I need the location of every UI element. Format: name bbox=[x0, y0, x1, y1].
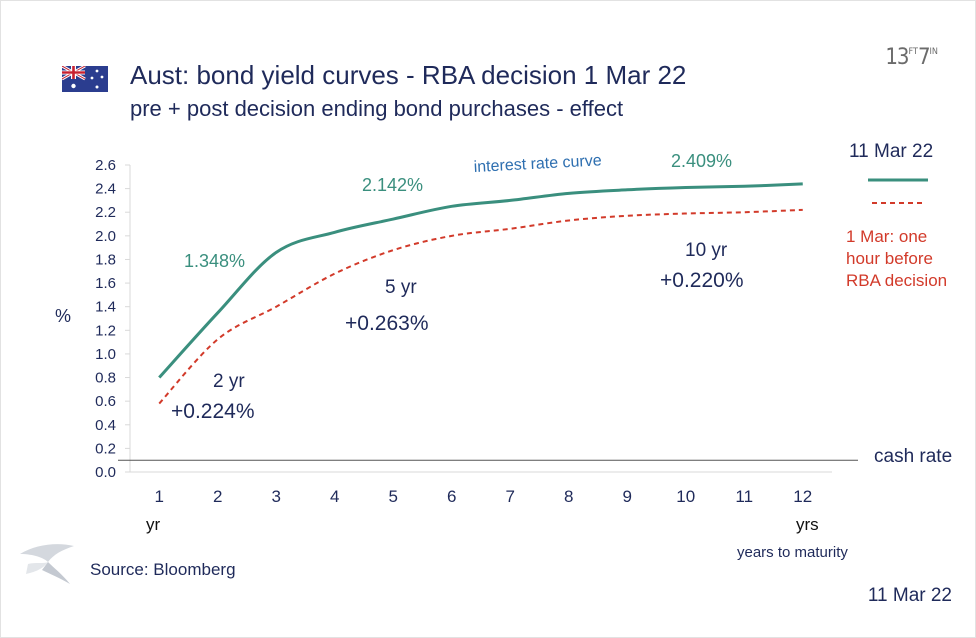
y-tick-label: 1.4 bbox=[95, 299, 116, 316]
chart-title: Aust: bond yield curves - RBA decision 1… bbox=[130, 60, 687, 90]
x-tick-label: 10 bbox=[676, 487, 695, 506]
y-tick-label: 2.2 bbox=[95, 204, 116, 221]
x-tick-label: 8 bbox=[564, 487, 573, 506]
x-tick-label: 12 bbox=[793, 487, 812, 506]
x-tick-label: 6 bbox=[447, 487, 456, 506]
change-2y-value: +0.224% bbox=[171, 400, 255, 423]
chart-subtitle: pre + post decision ending bond purchase… bbox=[130, 96, 624, 121]
x-tick-label: 1 bbox=[155, 487, 164, 506]
y-tick-label: 1.8 bbox=[95, 251, 116, 268]
change-10y-title: 10 yr bbox=[685, 240, 728, 261]
x-axis-end-label: yrs bbox=[796, 515, 819, 534]
bird-logo-icon bbox=[20, 544, 74, 584]
x-tick-label: 11 bbox=[735, 487, 753, 506]
australia-flag-icon bbox=[62, 66, 108, 92]
change-5y-title: 5 yr bbox=[385, 277, 417, 298]
x-tick-label: 5 bbox=[389, 487, 398, 506]
y-tick-label: 1.2 bbox=[95, 322, 116, 339]
interest-rate-curve-label: interest rate curve bbox=[473, 152, 602, 176]
y-axis-label: % bbox=[55, 306, 71, 326]
x-tick-label: 7 bbox=[506, 487, 515, 506]
footer-date: 11 Mar 22 bbox=[867, 585, 952, 606]
brand-sup-ft: FT bbox=[908, 47, 918, 57]
change-2y-title: 2 yr bbox=[213, 371, 245, 392]
source-note: Source: Bloomberg bbox=[90, 560, 236, 579]
brand-logo: 13FT7IN bbox=[885, 45, 938, 70]
x-axis-start-label: yr bbox=[146, 515, 161, 534]
brand-mid: 7 bbox=[917, 45, 931, 70]
y-tick-label: 0.4 bbox=[95, 417, 116, 434]
y-tick-label: 0.2 bbox=[95, 440, 116, 457]
change-5y-value: +0.263% bbox=[345, 312, 429, 335]
x-axis: 1 2 3 4 5 6 7 8 9 10 11 12 bbox=[130, 471, 832, 506]
y-tick-label: 0.8 bbox=[95, 370, 116, 387]
y-tick-label: 1.6 bbox=[95, 275, 116, 292]
y-tick-label: 1.0 bbox=[95, 346, 116, 363]
brand-sup-in: IN bbox=[929, 47, 938, 57]
data-label-2y: 1.348% bbox=[184, 251, 245, 271]
legend-pre-label-line1: 1 Mar: one bbox=[846, 227, 927, 246]
y-tick-label: 2.0 bbox=[95, 228, 116, 245]
cash-rate-label: cash rate bbox=[874, 446, 952, 467]
y-tick-label: 2.6 bbox=[95, 157, 116, 174]
legend-pre-label-line2: hour before bbox=[846, 249, 933, 268]
y-tick-label: 0.6 bbox=[95, 393, 116, 410]
legend-pre-label-line3: RBA decision bbox=[846, 271, 947, 290]
x-tick-label: 2 bbox=[213, 487, 222, 506]
x-tick-label: 9 bbox=[623, 487, 632, 506]
x-tick-label: 4 bbox=[330, 487, 339, 506]
data-label-10y: 2.409% bbox=[671, 151, 732, 171]
change-10y-value: +0.220% bbox=[660, 269, 744, 292]
y-tick-label: 0.0 bbox=[95, 464, 116, 481]
legend-post-label: 11 Mar 22 bbox=[849, 141, 933, 162]
y-tick-label: 2.4 bbox=[95, 181, 116, 198]
brand-main: 13 bbox=[885, 45, 909, 70]
series-line-post bbox=[158, 182, 803, 379]
data-label-5y: 2.142% bbox=[362, 175, 423, 195]
x-tick-label: 3 bbox=[272, 487, 281, 506]
y-axis: 0.0 0.2 0.4 0.6 0.8 1.0 1.2 1.4 1.6 1.8 2.0 2.2 2.4 2… bbox=[95, 157, 131, 481]
x-axis-title: years to maturity bbox=[737, 544, 848, 561]
series-line-pre bbox=[158, 208, 803, 405]
